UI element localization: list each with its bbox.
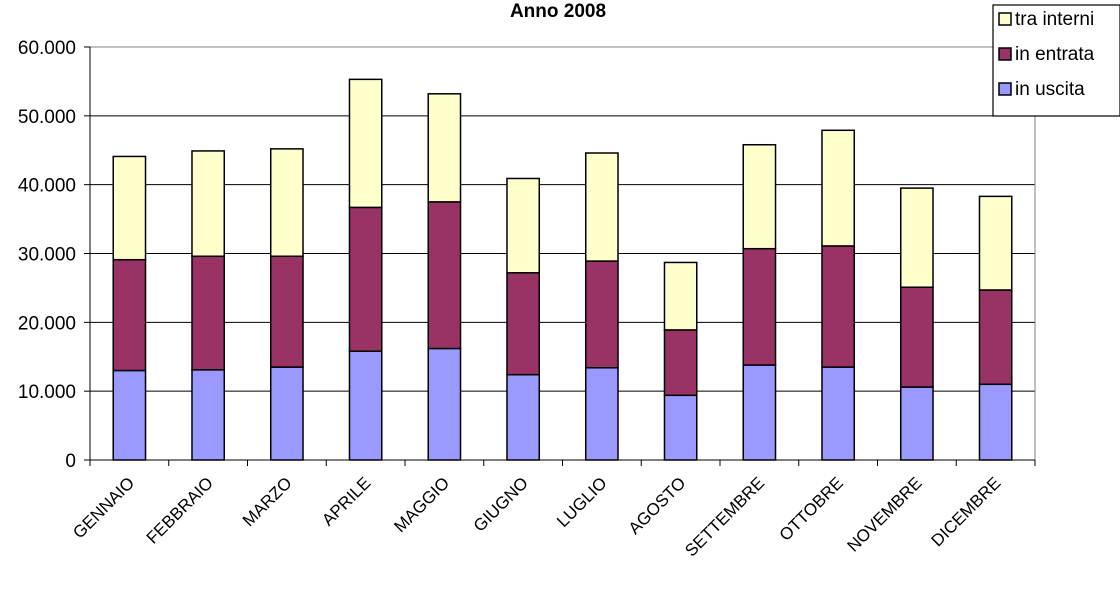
legend-label: in uscita: [1015, 79, 1085, 100]
legend-swatch: [998, 12, 1012, 26]
bar-in-entrata: [191, 255, 226, 371]
x-category-label: MAGGIO: [390, 473, 453, 536]
y-tick-label: 40.000: [18, 176, 76, 197]
bar-in-uscita: [191, 369, 226, 461]
bar-in-uscita: [742, 364, 777, 461]
x-category-label: AGOSTO: [625, 473, 690, 538]
x-category-label: APRILE: [318, 473, 374, 529]
chart-title: Anno 2008: [510, 1, 606, 22]
bar-in-uscita: [269, 366, 304, 461]
bar-in-entrata: [427, 201, 462, 350]
x-category-label: MARZO: [239, 473, 296, 530]
bar-tra-interni: [899, 187, 934, 288]
x-category-label: GIUGNO: [470, 473, 532, 535]
x-category-label: OTTOBRE: [776, 473, 847, 544]
y-tick-label: 0: [65, 451, 76, 472]
x-category-label: FEBBRAIO: [143, 473, 217, 547]
bar-tra-interni: [112, 155, 147, 261]
bar-in-entrata: [978, 289, 1013, 386]
legend-label: in entrata: [1015, 44, 1095, 65]
bar-in-uscita: [112, 369, 147, 461]
bar-in-uscita: [821, 366, 856, 461]
y-tick-label: 30.000: [18, 245, 76, 266]
bar-tra-interni: [506, 177, 541, 274]
bar-in-entrata: [348, 206, 383, 352]
bar-tra-interni: [821, 129, 856, 247]
x-category-label: GENNAIO: [69, 473, 138, 542]
bar-in-entrata: [821, 245, 856, 368]
bar-in-uscita: [584, 367, 619, 461]
bar-tra-interni: [191, 150, 226, 258]
bar-in-uscita: [427, 347, 462, 461]
bar-in-entrata: [584, 260, 619, 369]
bar-tra-interni: [269, 148, 304, 258]
bar-tra-interni: [584, 152, 619, 262]
y-tick-label: 20.000: [18, 313, 76, 334]
bar-in-uscita: [663, 394, 698, 461]
bar-in-entrata: [899, 286, 934, 388]
bar-in-entrata: [112, 258, 147, 372]
plot-area: 0 10.000 20.000 30.000 40.000 50.000 60.000 GEN…: [18, 38, 1036, 560]
legend-label: tra interni: [1015, 9, 1094, 30]
bar-in-entrata: [269, 255, 304, 368]
legend-swatch: [998, 82, 1012, 96]
bar-in-uscita: [899, 386, 934, 461]
bar-tra-interni: [978, 195, 1013, 291]
legend: tra interni in entrata in uscita: [992, 4, 1120, 117]
bar-tra-interni: [742, 143, 777, 250]
bar-in-uscita: [348, 350, 383, 461]
bar-tra-interni: [348, 78, 383, 209]
y-tick-label: 50.000: [18, 107, 76, 128]
x-category-label: LUGLIO: [553, 473, 611, 531]
bar-tra-interni: [663, 261, 698, 331]
bar-tra-interni: [427, 93, 462, 203]
legend-box: [992, 4, 1120, 117]
bar-in-uscita: [978, 383, 1013, 461]
legend-swatch: [998, 47, 1012, 61]
bar-in-uscita: [506, 373, 541, 461]
bar-in-entrata: [506, 272, 541, 376]
x-category-label: SETTEMBRE: [681, 473, 768, 560]
x-category-label: DICEMBRE: [928, 473, 1005, 550]
bar-in-entrata: [742, 247, 777, 366]
bar-in-entrata: [663, 329, 698, 397]
y-tick-label: 10.000: [18, 382, 76, 403]
y-tick-label: 60.000: [18, 38, 76, 59]
x-category-label: NOVEMBRE: [843, 473, 925, 555]
